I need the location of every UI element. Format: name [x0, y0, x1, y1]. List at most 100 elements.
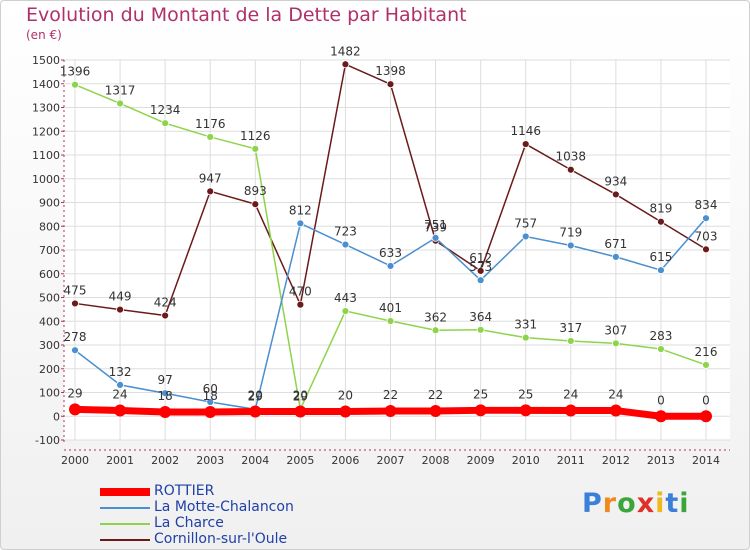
data-label-la-motte-chalancon: 812 [289, 203, 312, 217]
data-point-rottier [384, 405, 397, 418]
y-tick-label: 600 [39, 268, 60, 281]
y-tick-label: 400 [39, 315, 60, 328]
x-tick-label: 2011 [557, 454, 585, 467]
data-label-rottier: 18 [203, 389, 218, 403]
data-point-cornillon-sur-l-oule [251, 200, 260, 209]
x-tick-label: 2009 [467, 454, 495, 467]
data-point-la-motte-chalancon [161, 389, 170, 398]
x-tick-label: 2003 [196, 454, 224, 467]
x-tick-label: 2012 [602, 454, 630, 467]
data-point-cornillon-sur-l-oule [476, 266, 485, 275]
x-tick-label: 2005 [286, 454, 314, 467]
data-label-la-charce: 317 [559, 321, 582, 335]
data-point-la-motte-chalancon [206, 398, 215, 406]
logo-letter: t [665, 488, 680, 519]
y-tick-label: 1400 [32, 78, 60, 91]
data-point-la-charce [521, 333, 530, 342]
data-point-la-motte-chalancon [657, 266, 665, 275]
y-tick-label: 1300 [32, 102, 60, 115]
data-point-la-charce [251, 144, 260, 153]
data-label-la-charce: 307 [604, 323, 627, 337]
data-point-la-motte-chalancon [296, 219, 305, 228]
data-label-la-motte-chalancon: 751 [424, 218, 447, 232]
data-label-la-motte-chalancon: 29 [248, 389, 263, 403]
data-label-rottier: 20 [248, 389, 263, 403]
data-label-cornillon-sur-l-oule: 934 [604, 174, 627, 188]
data-point-cornillon-sur-l-oule [521, 140, 530, 148]
logo-letter: P [582, 488, 603, 519]
y-tick-label: 700 [39, 244, 60, 257]
legend-label-cornillon-sur-l-oule: Cornillon-sur-l'Oule [154, 531, 288, 547]
data-label-la-charce: 1317 [105, 83, 136, 97]
data-point-rottier [114, 404, 127, 417]
data-label-cornillon-sur-l-oule: 424 [154, 296, 177, 310]
chart-title: Evolution du Montant de la Dette par Hab… [26, 4, 467, 26]
logo-letter: o [617, 488, 637, 519]
data-point-la-motte-chalancon [521, 232, 530, 241]
data-label-la-charce: 1234 [150, 103, 181, 117]
data-label-la-motte-chalancon: 60 [203, 382, 218, 396]
data-label-rottier: 22 [383, 388, 398, 402]
data-label-la-charce: 401 [379, 301, 402, 315]
data-label-la-charce: 331 [514, 318, 537, 332]
data-label-la-motte-chalancon: 757 [514, 216, 537, 230]
data-label-rottier: 29 [67, 386, 82, 400]
data-label-la-motte-chalancon: 671 [604, 237, 627, 251]
x-tick-label: 2002 [151, 454, 179, 467]
data-point-cornillon-sur-l-oule [566, 165, 575, 174]
data-label-la-charce: 364 [469, 310, 492, 324]
data-label-cornillon-sur-l-oule: 1482 [330, 44, 361, 58]
data-label-la-charce: 362 [424, 310, 447, 324]
proxiti-logo: Proxiti [582, 488, 690, 519]
data-point-cornillon-sur-l-oule [296, 300, 305, 309]
data-point-cornillon-sur-l-oule [611, 190, 620, 199]
data-label-cornillon-sur-l-oule: 475 [64, 283, 87, 297]
y-tick-label: 200 [39, 363, 60, 376]
y-tick-label: 800 [39, 220, 60, 233]
data-point-la-motte-chalancon [431, 233, 440, 242]
data-point-cornillon-sur-l-oule [702, 245, 710, 254]
data-label-rottier: 0 [702, 393, 710, 407]
data-point-cornillon-sur-l-oule [386, 80, 395, 89]
data-label-rottier: 20 [338, 389, 353, 403]
data-label-cornillon-sur-l-oule: 470 [289, 285, 312, 299]
data-point-la-motte-chalancon [116, 380, 124, 389]
x-tick-label: 2004 [241, 454, 269, 467]
y-tick-label: 1000 [32, 173, 60, 186]
data-label-la-charce: 443 [334, 291, 357, 305]
data-point-cornillon-sur-l-oule [71, 299, 79, 308]
data-point-rottier [609, 404, 622, 417]
data-label-la-motte-chalancon: 719 [559, 225, 582, 239]
logo-letter: i [655, 488, 666, 519]
legend-swatch-cornillon-sur-l-oule [100, 539, 150, 541]
data-label-rottier: 20 [293, 389, 308, 403]
legend-label-rottier: ROTTIER [154, 483, 215, 499]
legend-swatch-la-motte-chalancon [100, 507, 150, 509]
data-label-rottier: 25 [473, 387, 488, 401]
data-label-cornillon-sur-l-oule: 1038 [556, 150, 587, 164]
data-point-la-charce [611, 339, 620, 348]
x-tick-label: 2014 [692, 454, 720, 467]
logo-letter: i [679, 488, 690, 519]
data-label-cornillon-sur-l-oule: 1146 [510, 124, 541, 138]
x-tick-label: 2010 [512, 454, 540, 467]
legend-swatch-rottier [100, 488, 150, 496]
data-label-cornillon-sur-l-oule: 703 [695, 229, 718, 243]
data-label-la-motte-chalancon: 834 [695, 198, 718, 212]
data-label-la-motte-chalancon: 278 [64, 330, 87, 344]
y-tick-label: 1500 [32, 54, 60, 67]
y-tick-label: 500 [39, 292, 60, 305]
data-point-cornillon-sur-l-oule [206, 187, 215, 196]
data-point-la-charce [116, 99, 124, 108]
y-tick-label: 1100 [32, 149, 60, 162]
data-label-la-charce: 283 [649, 329, 672, 343]
data-point-la-motte-chalancon [341, 240, 350, 249]
data-label-rottier: 24 [112, 388, 127, 402]
data-point-la-motte-chalancon [476, 276, 485, 285]
data-point-la-charce [71, 80, 79, 89]
x-tick-label: 2001 [106, 454, 134, 467]
data-label-la-charce: 1176 [195, 117, 226, 131]
data-label-la-motte-chalancon: 573 [469, 260, 492, 274]
logo-letter: r [602, 488, 618, 519]
data-point-rottier [69, 403, 81, 416]
